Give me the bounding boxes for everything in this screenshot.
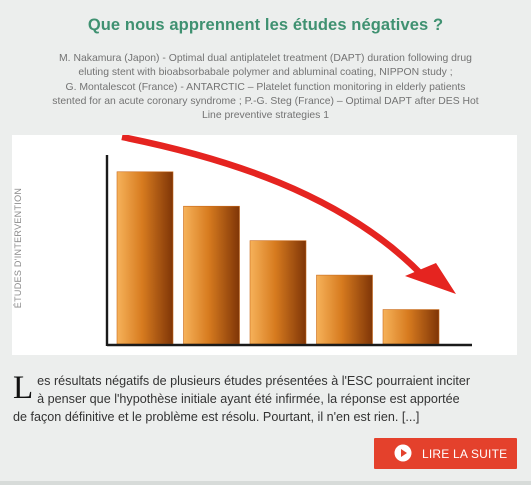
chart-bar <box>116 171 174 345</box>
excerpt-line: à penser que l'hypothèse initiale ayant … <box>37 392 460 406</box>
chart-bars <box>116 171 440 345</box>
read-more-label: LIRE LA SUITE <box>422 447 508 461</box>
reference-line: M. Nakamura (Japon) - Optimal dual antip… <box>59 53 472 64</box>
reference-line: eluting stent with bioabsorbabale polyme… <box>78 67 453 79</box>
article-excerpt: L es résultats négatifs de plusieurs étu… <box>13 372 519 426</box>
trend-arrowhead-icon <box>405 263 456 294</box>
reference-line: stented for an acute coronary syndrome ;… <box>52 95 479 107</box>
play-circle-icon <box>394 444 412 462</box>
article-title: Que nous apprennent les études négatives… <box>87 16 444 34</box>
read-more-button[interactable]: LIRE LA SUITE <box>374 438 517 469</box>
illustration-chart: ÉTUDES D'INTERVENTION <box>12 135 517 355</box>
chart-bar <box>316 274 373 345</box>
excerpt-line: de façon définitive et le problème est r… <box>13 410 420 424</box>
y-axis-label: ÉTUDES D'INTERVENTION <box>13 188 23 308</box>
excerpt-line: es résultats négatifs de plusieurs étude… <box>37 374 471 388</box>
bar-chart: ÉTUDES D'INTERVENTION <box>13 135 472 347</box>
downward-trend-arrow <box>121 135 425 278</box>
chart-bar <box>183 205 240 345</box>
drop-cap: L <box>13 370 34 406</box>
chart-bar <box>382 309 440 345</box>
article-references: M. Nakamura (Japon) - Optimal dual antip… <box>10 52 521 123</box>
reference-line: Line preventive strategies 1 <box>201 110 330 122</box>
reference-line: G. Montalescot (France) - ANTARCTIC – Pl… <box>65 81 466 93</box>
chart-bar <box>249 240 307 345</box>
